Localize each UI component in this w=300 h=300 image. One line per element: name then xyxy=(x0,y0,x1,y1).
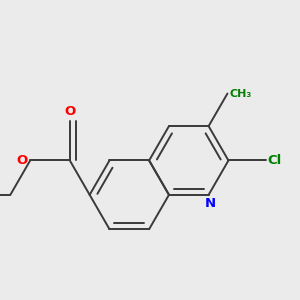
Text: Cl: Cl xyxy=(268,154,282,167)
Text: CH₃: CH₃ xyxy=(229,88,251,98)
Text: O: O xyxy=(17,154,28,167)
Text: O: O xyxy=(64,105,76,118)
Text: N: N xyxy=(204,196,216,210)
